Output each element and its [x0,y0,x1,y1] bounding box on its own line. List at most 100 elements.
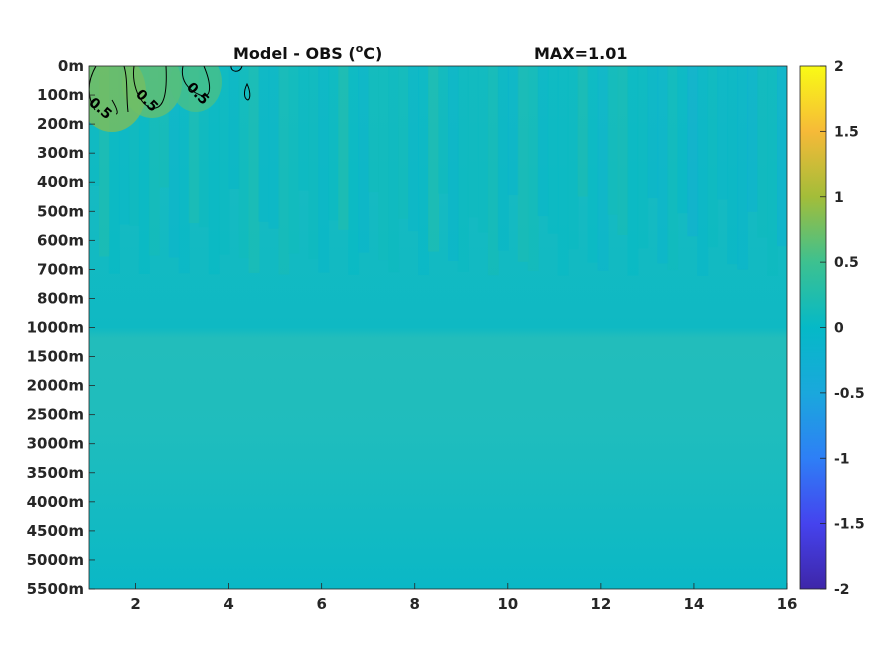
y-tick-label: 5500m [27,580,84,598]
heatmap-streak [428,66,439,252]
heatmap-streak [98,66,110,257]
y-tick-label: 200m [37,115,84,133]
heatmap-streak [308,66,320,260]
heatmap-streak [647,66,659,199]
heatmap-streak [607,66,619,215]
heatmap-streaks [89,66,787,276]
heatmap-hotspot [122,66,182,118]
y-tick-label: 800m [37,289,84,307]
heatmap-streak [348,66,360,275]
y-tick-label: 2000m [27,377,84,395]
heatmap-streak [677,66,689,214]
colorbar-tick-label: 1.5 [834,124,859,140]
x-tick-label: 4 [223,595,233,613]
x-tick-label: 6 [316,595,326,613]
heatmap-streak [517,66,529,262]
heatmap-streak [328,66,340,221]
heatmap-streak [368,66,380,193]
heatmap-streak [527,66,539,272]
contour-line-2 [133,66,167,109]
x-tick-label: 16 [777,595,798,613]
heatmap-streak [777,66,787,247]
max-label: MAX=1.01 [534,44,628,63]
heatmap-streak [737,66,749,270]
colorbar-tick-label: 0 [834,321,844,337]
heatmap-streak [398,66,410,219]
heatmap-streak [248,66,260,273]
heatmap-streak [747,66,759,212]
y-tick-label: 600m [37,231,84,249]
y-tick-label: 1500m [27,348,84,366]
y-axis: 0m 100m 200m 300m 400m 500m 600m 700m 800m 1000m 1… [27,57,95,598]
colorbar-tick-label: 2 [834,59,844,75]
y-tick-label: 4500m [27,522,84,540]
y-tick-label: 100m [37,86,84,104]
heatmap-streak [547,66,559,234]
colorbar-tick-label: -0.5 [834,386,865,402]
x-axis: 2 4 6 8 10 12 14 16 [130,583,797,613]
contour-line-4 [230,66,243,72]
heatmap-streak [258,66,270,222]
heatmap-streak [238,66,250,259]
contour-line-3 [181,66,210,97]
y-tick-label: 4000m [27,493,84,511]
chart-title: Model - OBS (oC) [233,42,382,63]
heatmap-streak [557,66,569,276]
heatmap-streak [467,66,479,218]
heatmap-streak [487,66,499,276]
heatmap-streak [128,66,140,226]
heatmap-streak [138,66,150,274]
heatmap-streak [408,66,420,232]
colorbar-tick-label: -1.5 [834,517,865,533]
heatmap-streak [667,66,679,271]
contour-lines [89,66,251,115]
y-tick-label: 5000m [27,551,84,569]
heatmap-streak [178,66,190,274]
heatmap-streak [388,66,400,273]
y-tick-label: 500m [37,202,84,220]
heatmap-streak [148,66,160,256]
heatmap-streak [697,66,709,276]
heatmap-streak [288,66,300,254]
heatmap-streak [358,66,370,253]
y-tick-label: 1000m [27,319,84,337]
heatmap-streak [208,66,220,275]
heatmap-streak [757,66,769,238]
heatmap-streak [268,66,280,229]
heatmap-streak [687,66,699,237]
heatmap-streak [158,66,170,188]
heatmap-streak [438,66,449,194]
heatmap-streak [657,66,669,264]
heatmap-streak [637,66,649,249]
y-tick-label: 700m [37,260,84,278]
heatmap-streak [567,66,579,250]
heatmap-streak [717,66,729,200]
heatmap-streak [587,66,599,263]
heatmap-streak [447,66,459,261]
y-tick-label: 300m [37,144,84,162]
colorbar-ticks: 2 1.5 1 0.5 0 -0.5 -1 -1.5 -2 [820,59,865,598]
heatmap-streak [378,66,390,261]
heatmap-streak [707,66,719,248]
colorbar: 2 1.5 1 0.5 0 -0.5 -1 -1.5 -2 [799,59,865,598]
heatmap-streak [497,66,509,251]
x-tick-label: 12 [590,595,611,613]
heatmap-streak [108,66,120,274]
colorbar-tick-label: 0.5 [834,255,859,271]
heatmap-streak [477,66,489,233]
y-tick-label: 400m [37,173,84,191]
x-tick-label: 2 [130,595,140,613]
y-tick-label: 3000m [27,435,84,453]
heatmap-streak [457,66,469,272]
heatmap-streak [627,66,639,276]
heatmap-streak [727,66,739,265]
heatmap-streak [577,66,589,197]
x-tick-label: 14 [683,595,704,613]
x-tick-label: 10 [497,595,518,613]
colorbar-tick-label: 1 [834,190,844,206]
heatmap-streak [338,66,350,230]
heatmap-area: 0.5 0.5 0.5 [89,66,787,589]
contour-line-5 [244,82,251,101]
y-tick-label: 2500m [27,406,84,424]
y-tick-label: 0m [58,57,84,75]
